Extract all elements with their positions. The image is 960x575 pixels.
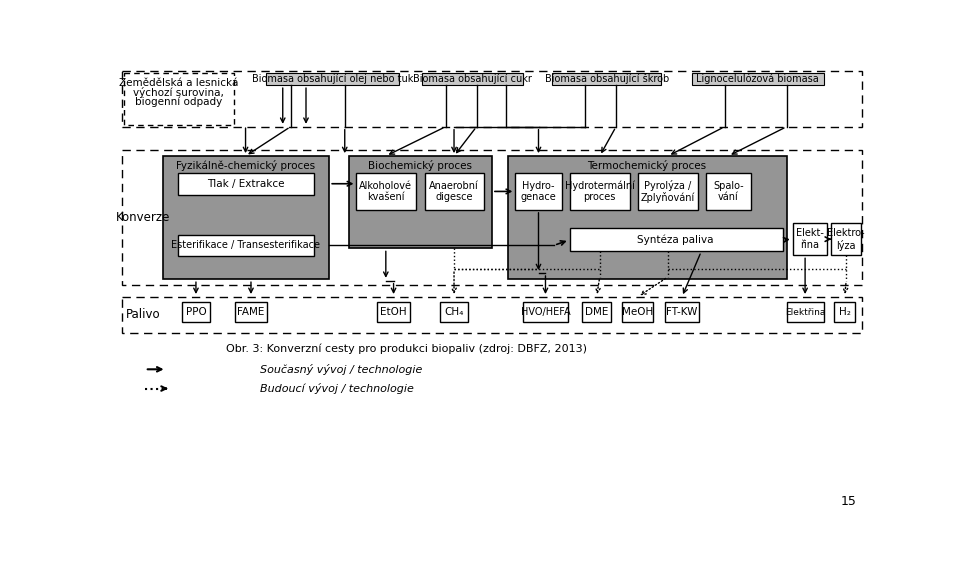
Bar — [234, 302, 267, 323]
Bar — [179, 173, 314, 194]
Text: Anaerobní
digesce: Anaerobní digesce — [429, 181, 479, 202]
Text: Budoucí vývoj / technologie: Budoucí vývoj / technologie — [259, 383, 414, 394]
Text: Elekt-
řina: Elekt- řina — [796, 228, 824, 250]
Bar — [582, 302, 612, 323]
Bar — [124, 73, 234, 125]
Text: Syntéza paliva: Syntéza paliva — [637, 235, 714, 245]
Bar — [793, 223, 827, 255]
Text: Biomasa obsahující cukr: Biomasa obsahující cukr — [413, 74, 532, 85]
Bar — [122, 71, 862, 126]
Bar — [508, 156, 786, 279]
Bar — [356, 173, 416, 210]
Text: PPO: PPO — [185, 307, 206, 317]
Text: Elektro-
lýza: Elektro- lýza — [828, 228, 865, 251]
Bar — [122, 150, 862, 285]
Text: FAME: FAME — [237, 307, 265, 317]
Text: Současný vývoj / technologie: Současný vývoj / technologie — [259, 364, 421, 375]
Text: biogenní odpady: biogenní odpady — [135, 96, 223, 106]
Text: EtOH: EtOH — [380, 307, 407, 317]
Text: Tlak / Extrakce: Tlak / Extrakce — [206, 179, 284, 189]
Bar — [834, 302, 855, 323]
Text: Zemědělská a lesnická: Zemědělská a lesnická — [119, 78, 239, 88]
Text: Biochemický proces: Biochemický proces — [369, 160, 472, 171]
Bar — [182, 302, 210, 323]
Text: Fyzikálně-chemický proces: Fyzikálně-chemický proces — [177, 160, 316, 171]
Bar — [786, 302, 824, 323]
Bar — [377, 302, 410, 323]
Text: Elektřina: Elektřina — [785, 308, 826, 317]
Bar — [516, 173, 562, 210]
Text: H₂: H₂ — [839, 307, 851, 317]
Bar — [179, 235, 314, 256]
Text: výchozí surovina,: výchozí surovina, — [133, 87, 225, 98]
Text: Termochemický proces: Termochemický proces — [588, 160, 707, 171]
Bar — [569, 228, 782, 251]
Text: Esterifikace / Transesterifikace: Esterifikace / Transesterifikace — [171, 240, 320, 250]
Text: Biomasa obsahující olej nebo tuk: Biomasa obsahující olej nebo tuk — [252, 74, 413, 85]
Text: Spalo-
vání: Spalo- vání — [713, 181, 744, 202]
Bar — [569, 173, 630, 210]
Bar — [831, 223, 861, 255]
Text: Biomasa obsahující škrob: Biomasa obsahující škrob — [544, 74, 669, 85]
Bar — [266, 73, 399, 85]
Text: DME: DME — [585, 307, 609, 317]
Text: CH₄: CH₄ — [444, 307, 464, 317]
Bar — [422, 73, 523, 85]
Text: FT-KW: FT-KW — [666, 307, 698, 317]
Text: Lignocelulózová biomasa: Lignocelulózová biomasa — [696, 74, 819, 85]
Bar — [122, 297, 862, 333]
Bar — [523, 302, 568, 323]
Bar — [637, 173, 698, 210]
Bar — [424, 173, 484, 210]
Bar — [348, 156, 492, 248]
Text: Pyrolýza /
Zplyňování: Pyrolýza / Zplyňování — [641, 179, 695, 204]
Text: MeOH: MeOH — [622, 307, 654, 317]
Text: 15: 15 — [841, 495, 856, 508]
Bar — [440, 302, 468, 323]
Text: Hydro-
genace: Hydro- genace — [520, 181, 557, 202]
Bar — [162, 156, 329, 279]
Text: Obr. 3: Konverzní cesty pro produkci biopaliv (zdroj: DBFZ, 2013): Obr. 3: Konverzní cesty pro produkci bio… — [227, 343, 588, 354]
Text: Palivo: Palivo — [126, 308, 160, 321]
Bar — [665, 302, 699, 323]
Bar — [552, 73, 660, 85]
Bar — [706, 173, 751, 210]
Text: Alkoholové
kvašení: Alkoholové kvašení — [359, 181, 413, 202]
Text: Konverze: Konverze — [116, 211, 171, 224]
Bar — [622, 302, 653, 323]
Bar — [692, 73, 824, 85]
Text: Hydrotermální
proces: Hydrotermální proces — [564, 181, 635, 202]
Text: HVO/HEFA: HVO/HEFA — [520, 307, 570, 317]
